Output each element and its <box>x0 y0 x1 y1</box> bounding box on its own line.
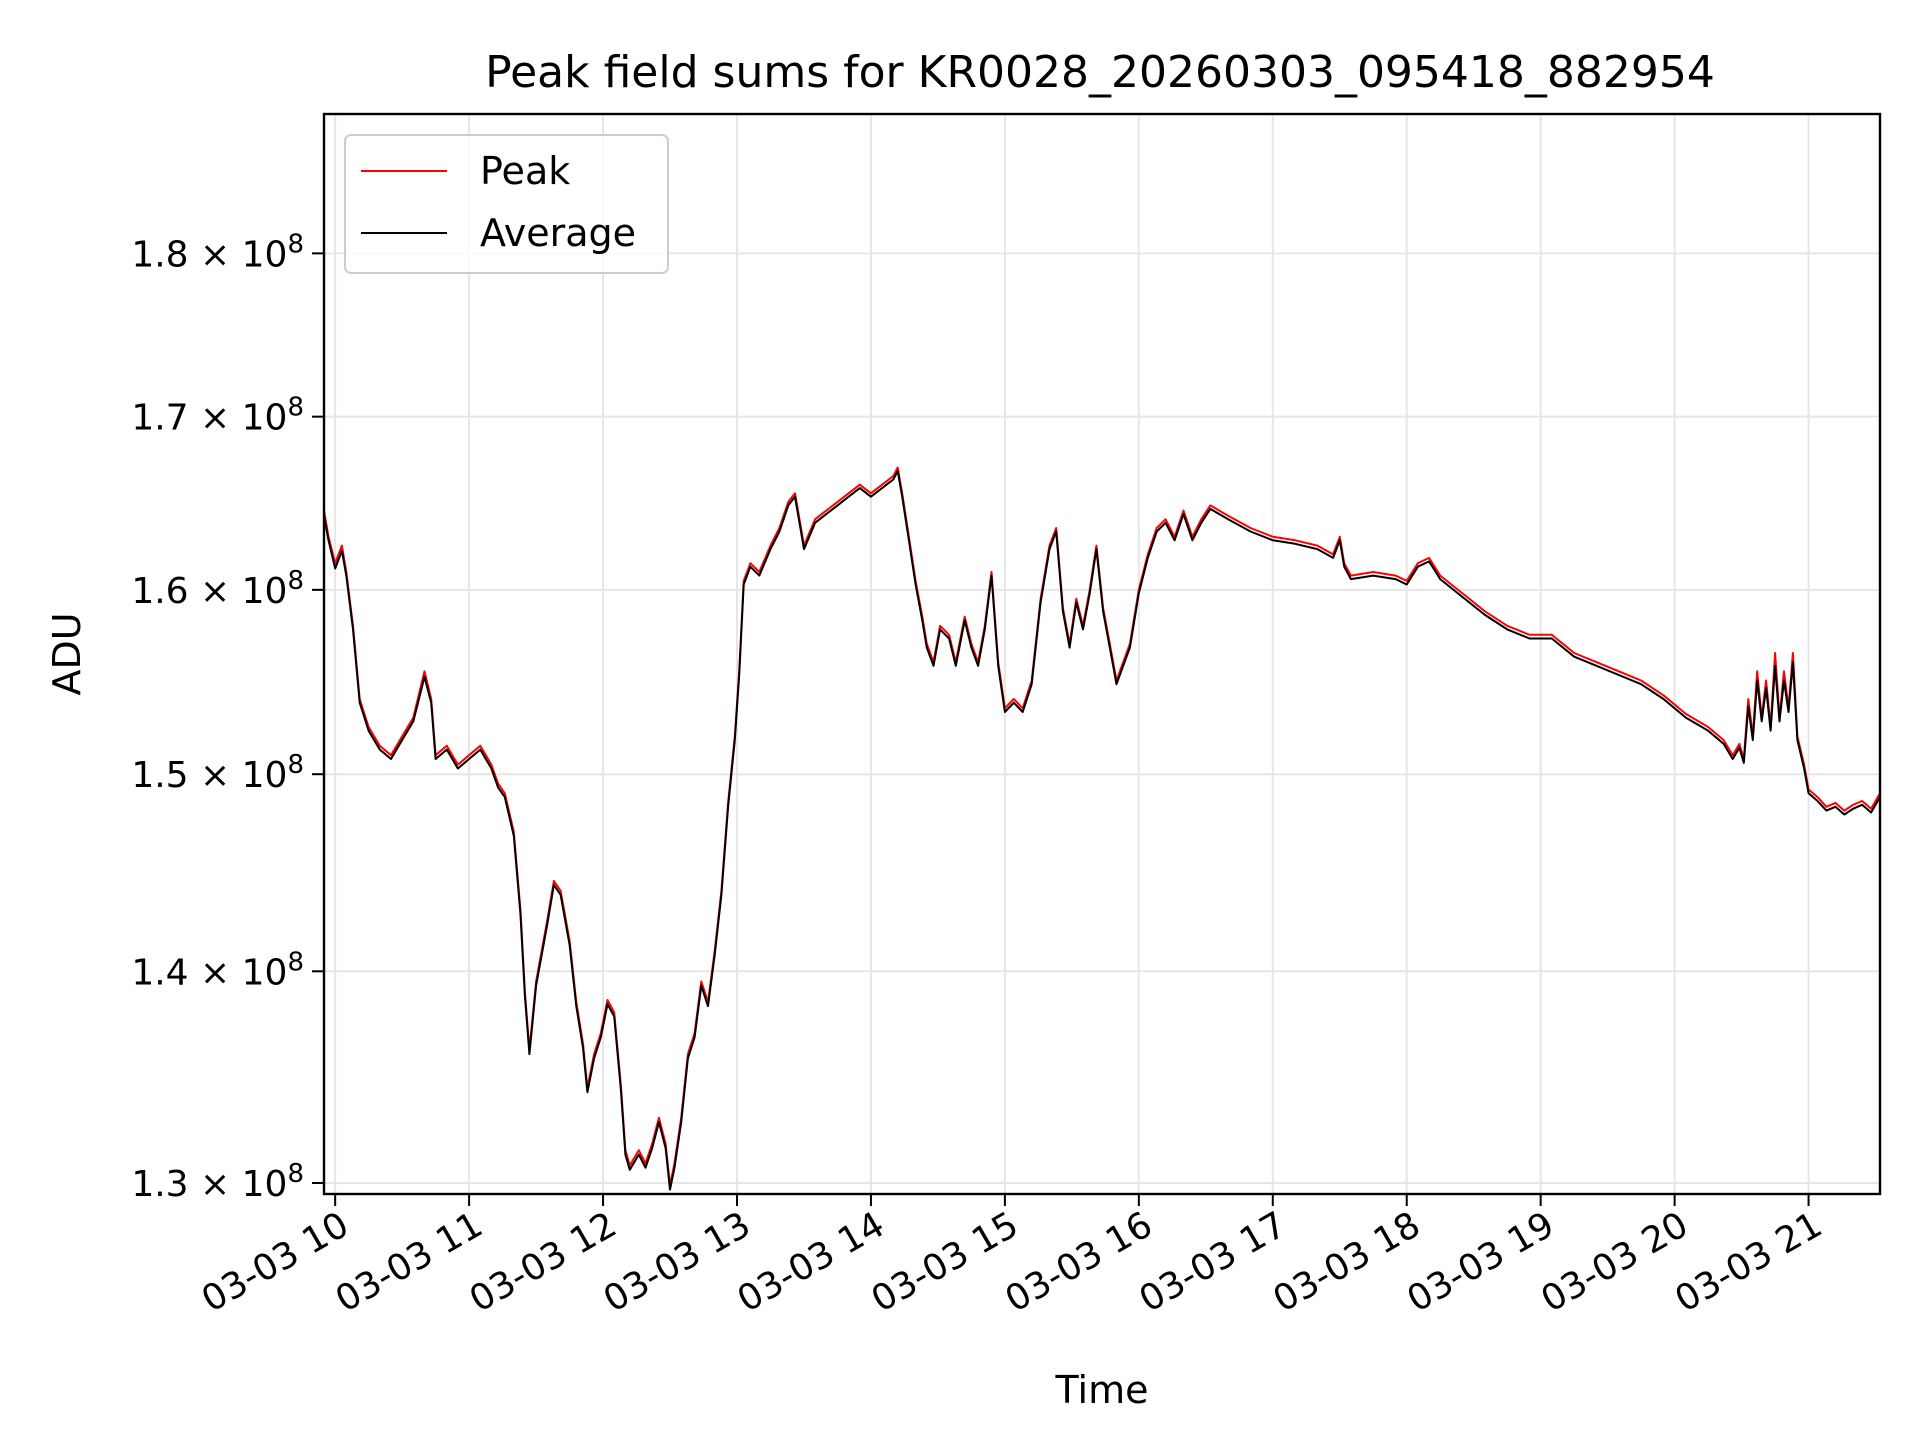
y-tick-label: 1.8 × 108 <box>131 229 304 275</box>
series-line-average <box>324 469 1880 1191</box>
legend-box <box>344 134 669 274</box>
y-tick-label: 1.5 × 108 <box>131 750 304 796</box>
y-axis: 1.3 × 108 1.4 × 108 1.5 × 108 1.6 × 108 1.7 … <box>131 229 324 1205</box>
series-layer <box>324 466 1880 1191</box>
legend: Peak Average <box>344 134 669 274</box>
y-tick-label: 1.4 × 108 <box>131 947 304 993</box>
chart-title: Peak field sums for KR0028_20260303_0954… <box>485 47 1715 98</box>
y-tick-label: 1.6 × 108 <box>131 566 304 612</box>
plot-frame <box>322 112 1882 1196</box>
x-axis-label: Time <box>1055 1368 1149 1412</box>
y-tick-label: 1.7 × 108 <box>131 393 304 439</box>
y-axis-label: ADU <box>45 612 89 695</box>
legend-label-peak: Peak <box>480 149 570 193</box>
y-tick-label: 1.3 × 108 <box>131 1159 304 1205</box>
legend-label-average: Average <box>480 211 636 255</box>
grid <box>324 114 1880 1194</box>
